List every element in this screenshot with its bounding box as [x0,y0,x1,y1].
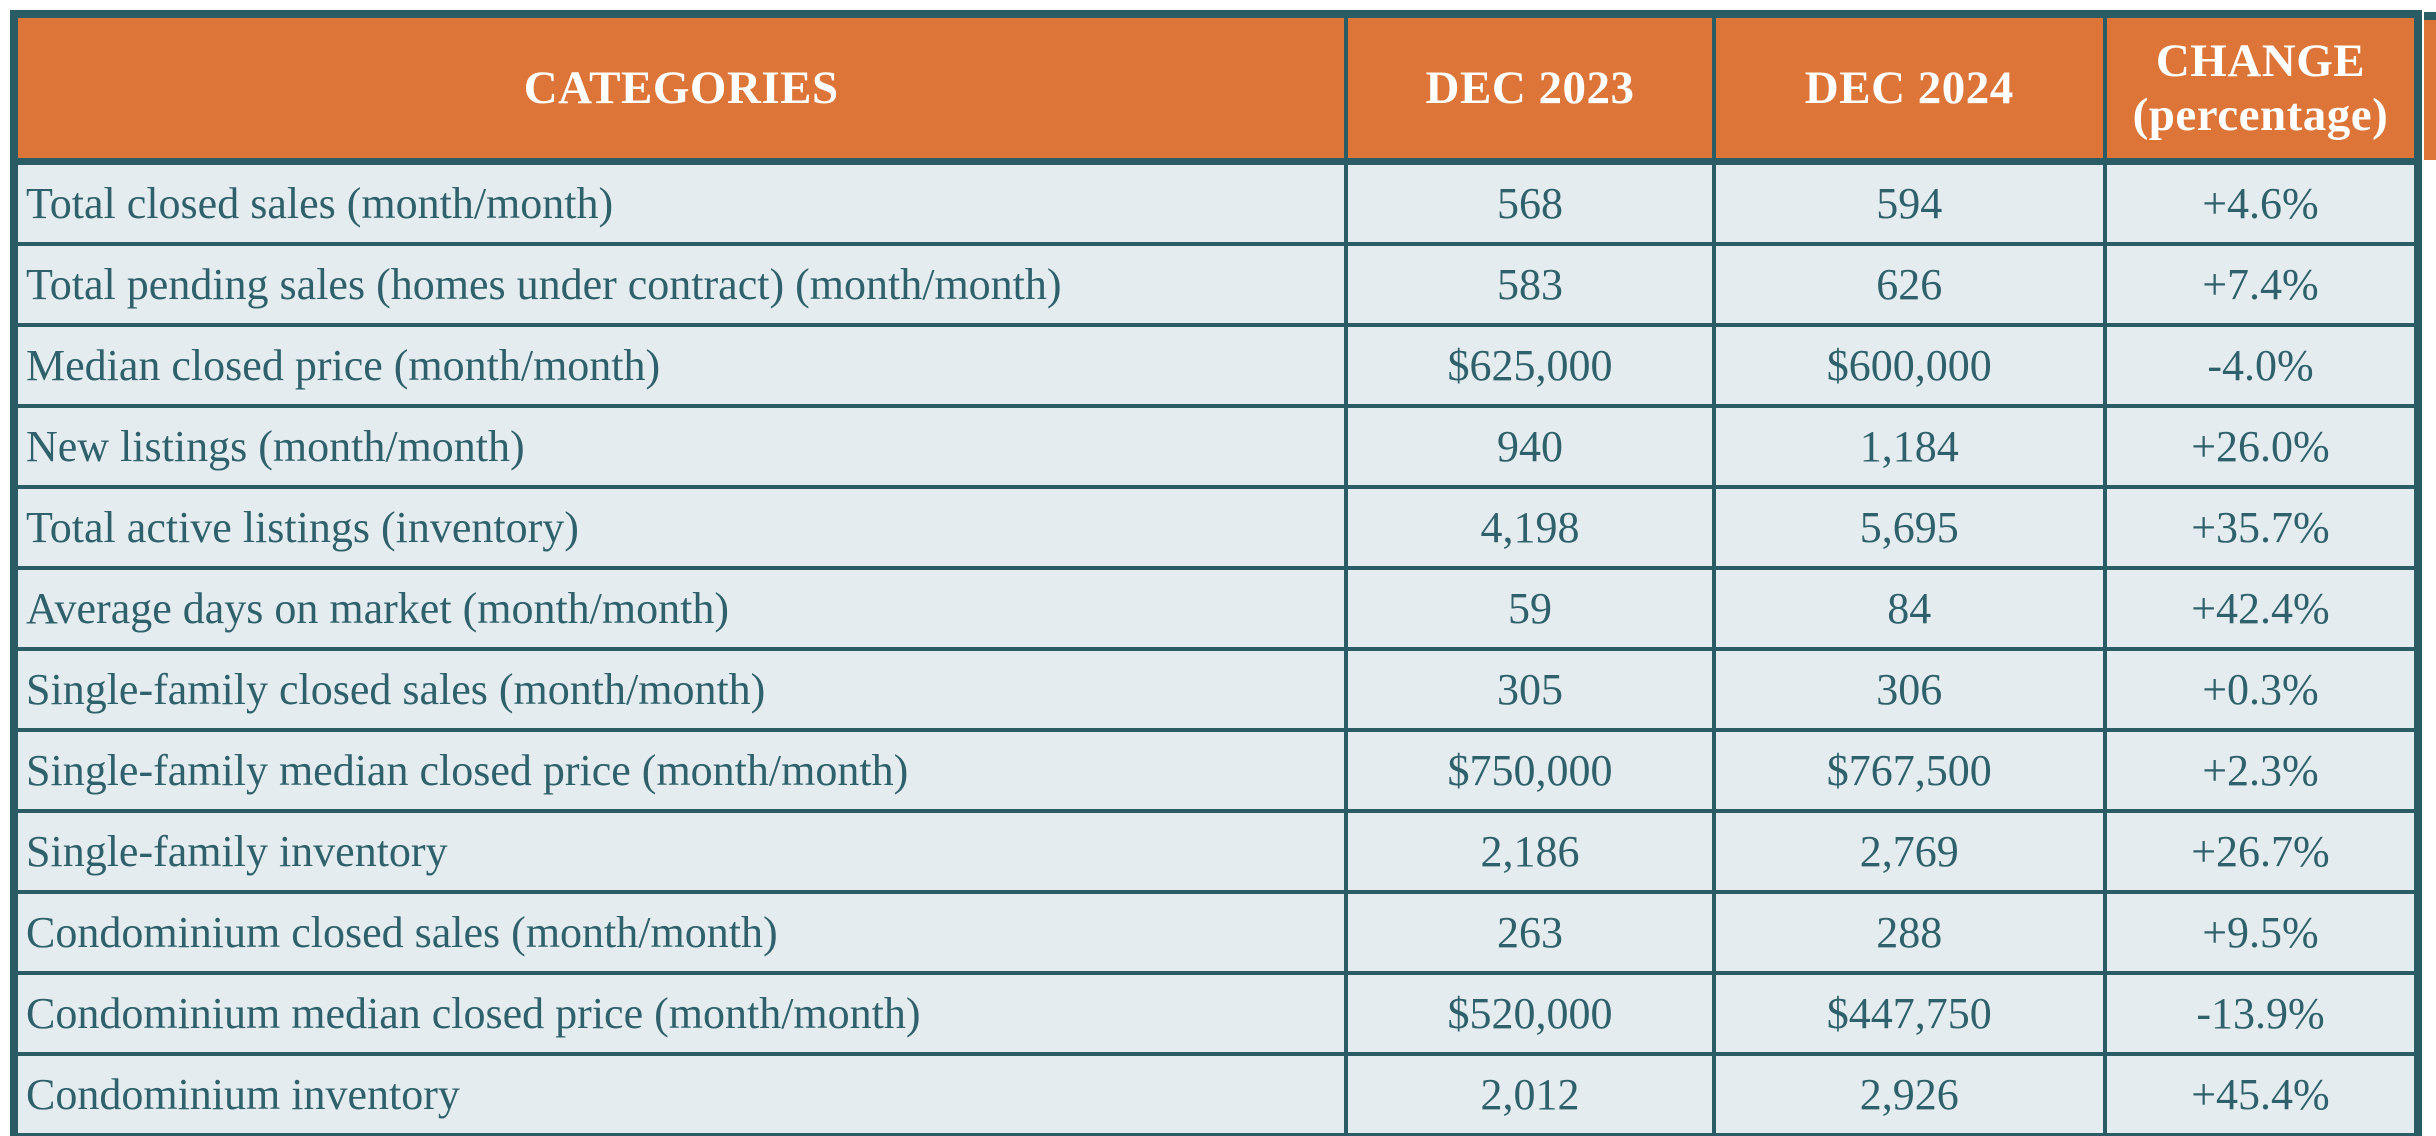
category-cell: Median closed price (month/month) [11,323,1349,408]
dec2024-cell: 288 [1711,890,2107,975]
table-row: Single-family inventory 2,186 2,769 +26.… [11,809,2421,894]
dec2023-cell: $750,000 [1344,728,1716,813]
category-cell: Average days on market (month/month) [11,566,1349,651]
change-cell: +2.3% [2102,728,2421,813]
dec2024-cell: 306 [1711,647,2107,732]
change-cell: +35.7% [2102,485,2421,570]
category-cell: Total pending sales (homes under contrac… [11,242,1349,327]
dec2024-cell: 2,926 [1711,1052,2107,1136]
change-cell: +26.7% [2102,809,2421,894]
table-row: Median closed price (month/month) $625,0… [11,323,2421,408]
dec2023-cell: 568 [1344,159,1716,246]
market-stats-table: CATEGORIES DEC 2023 DEC 2024 CHANGE (per… [10,10,2422,1136]
column-header-categories: CATEGORIES [11,12,1349,165]
table-row: Condominium median closed price (month/m… [11,971,2421,1056]
column-header-change: CHANGE (percentage) [2102,12,2421,165]
dec2023-cell: 2,012 [1344,1052,1716,1136]
dec2024-cell: 5,695 [1711,485,2107,570]
dec2023-cell: 2,186 [1344,809,1716,894]
table-row: Single-family median closed price (month… [11,728,2421,813]
dec2024-cell: 84 [1711,566,2107,651]
change-cell: +4.6% [2102,159,2421,246]
table-row: Condominium closed sales (month/month) 2… [11,890,2421,975]
dec2023-cell: 305 [1344,647,1716,732]
category-cell: Single-family median closed price (month… [11,728,1349,813]
table-row: Total pending sales (homes under contrac… [11,242,2421,327]
header-row: CATEGORIES DEC 2023 DEC 2024 CHANGE (per… [11,12,2421,165]
category-cell: Condominium closed sales (month/month) [11,890,1349,975]
dec2024-cell: 2,769 [1711,809,2107,894]
change-header-line1: CHANGE [2155,34,2366,87]
change-cell: +42.4% [2102,566,2421,651]
dec2023-cell: $625,000 [1344,323,1716,408]
change-cell: +26.0% [2102,404,2421,489]
change-cell: -4.0% [2102,323,2421,408]
dec2024-cell: $600,000 [1711,323,2107,408]
table-row: Condominium inventory 2,012 2,926 +45.4% [11,1052,2421,1136]
dec2024-cell: 1,184 [1711,404,2107,489]
dec2024-cell: 626 [1711,242,2107,327]
category-cell: New listings (month/month) [11,404,1349,489]
table-row: Total closed sales (month/month) 568 594… [11,159,2421,246]
table-row: Total active listings (inventory) 4,198 … [11,485,2421,570]
dec2023-cell: 583 [1344,242,1716,327]
dec2024-cell: $767,500 [1711,728,2107,813]
dec2023-cell: 59 [1344,566,1716,651]
dec2023-cell: 263 [1344,890,1716,975]
change-cell: +45.4% [2102,1052,2421,1136]
category-cell: Condominium median closed price (month/m… [11,971,1349,1056]
table-row: New listings (month/month) 940 1,184 +26… [11,404,2421,489]
table-row: Single-family closed sales (month/month)… [11,647,2421,732]
change-cell: -13.9% [2102,971,2421,1056]
category-cell: Total closed sales (month/month) [11,159,1349,246]
change-cell: +9.5% [2102,890,2421,975]
dec2023-cell: $520,000 [1344,971,1716,1056]
dec2023-cell: 940 [1344,404,1716,489]
market-stats-table-wrap: CATEGORIES DEC 2023 DEC 2024 CHANGE (per… [10,10,2422,1136]
dec2024-cell: 594 [1711,159,2107,246]
change-header-line2: (percentage) [2132,89,2389,141]
category-cell: Condominium inventory [11,1052,1349,1136]
column-header-dec-2023: DEC 2023 [1344,12,1716,165]
category-cell: Total active listings (inventory) [11,485,1349,570]
change-cell: +7.4% [2102,242,2421,327]
category-cell: Single-family inventory [11,809,1349,894]
change-cell: +0.3% [2102,647,2421,732]
table-row: Average days on market (month/month) 59 … [11,566,2421,651]
dec2024-cell: $447,750 [1711,971,2107,1056]
column-header-dec-2024: DEC 2024 [1711,12,2107,165]
clipped-adjacent-column [2424,12,2436,160]
dec2023-cell: 4,198 [1344,485,1716,570]
category-cell: Single-family closed sales (month/month) [11,647,1349,732]
